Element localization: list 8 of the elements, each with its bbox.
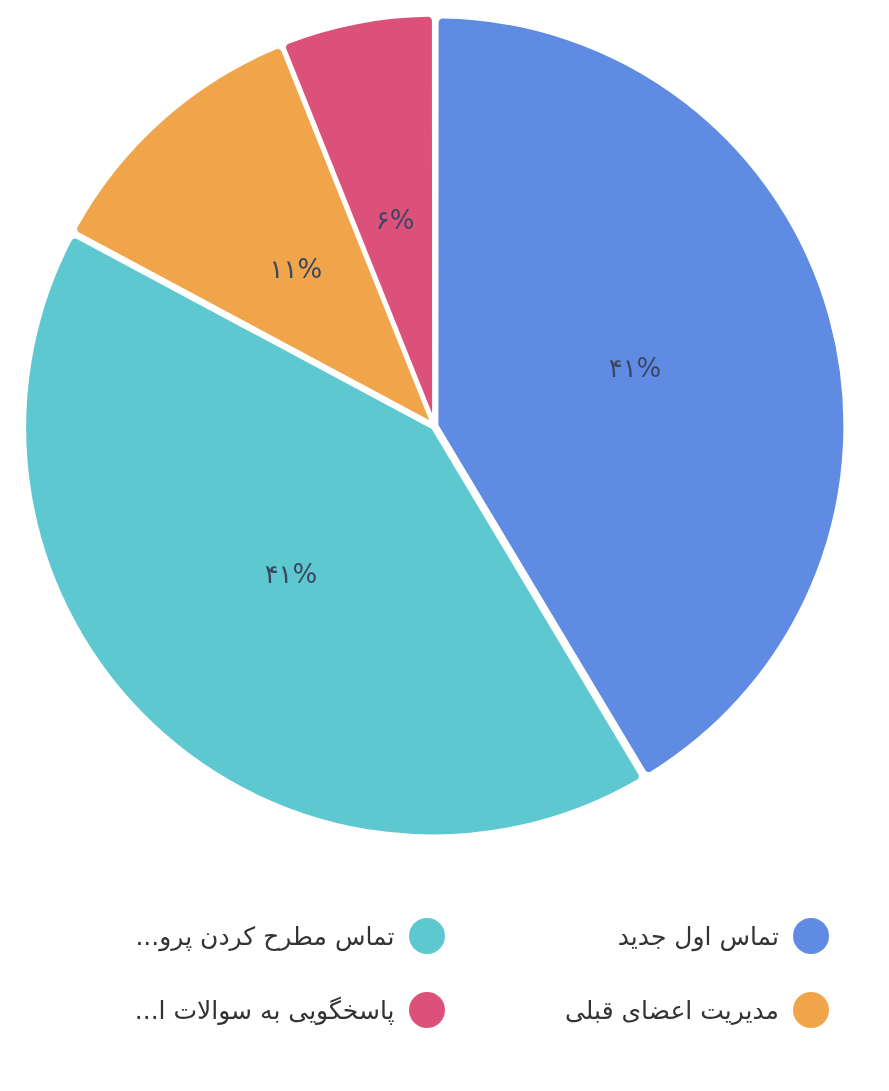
data-label: ۱۱% [269, 253, 323, 284]
legend-label: تماس مطرح کردن پرو... [135, 921, 395, 951]
legend-label: مدیریت اعضای قبلی [564, 995, 779, 1025]
data-label: ۴۱% [608, 353, 662, 384]
legend-label: پاسخگویی به سوالات ا... [134, 995, 395, 1025]
legend-label: تماس اول جدید [617, 921, 779, 951]
data-label: ۴۱% [264, 559, 318, 590]
data-label: ۶% [375, 204, 415, 235]
